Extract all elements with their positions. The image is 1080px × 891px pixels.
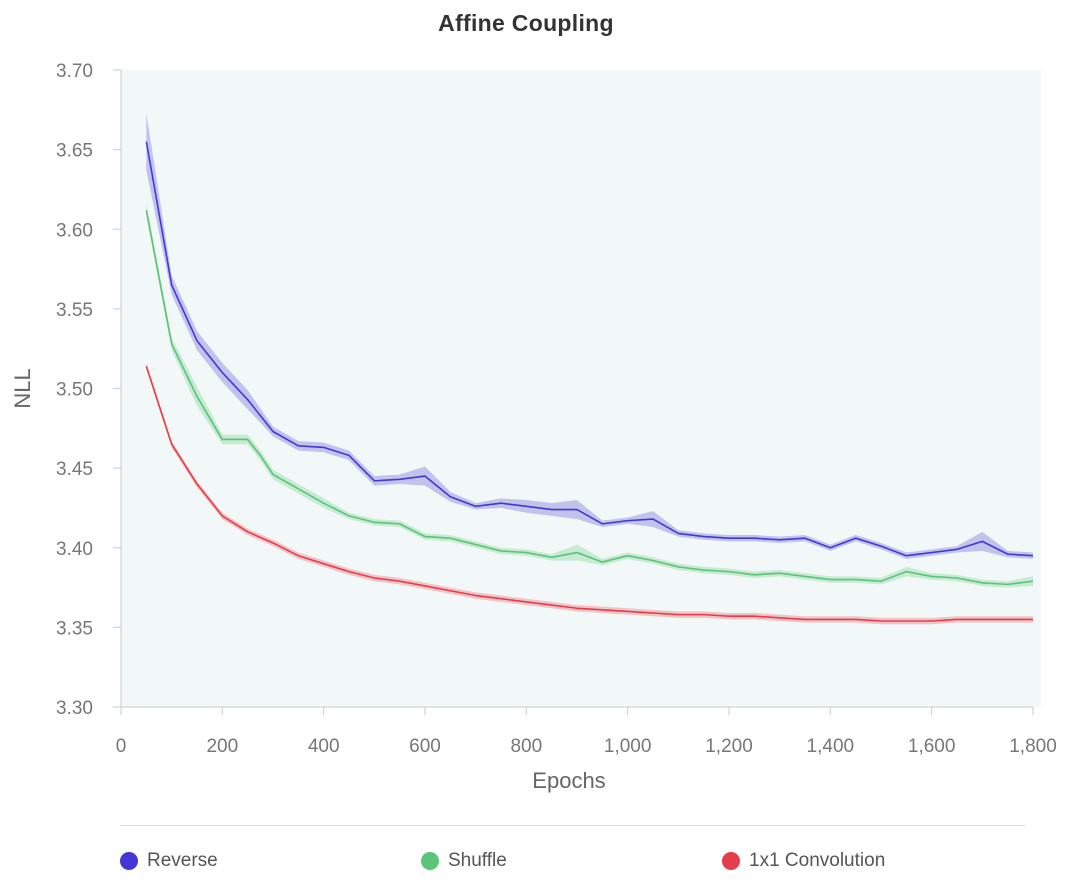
legend-marker-1x1-convolution bbox=[722, 852, 740, 870]
x-tick-label: 200 bbox=[206, 736, 238, 757]
legend: Reverse Shuffle 1x1 Convolution bbox=[0, 850, 1080, 880]
y-tick-label: 3.40 bbox=[56, 539, 93, 560]
x-axis-ticks: 0 200 400 600 800 1,000 1,200 1,400 1,600 1,800 bbox=[116, 707, 1057, 757]
chart-title: Affine Coupling bbox=[438, 10, 614, 36]
x-tick-label: 1,400 bbox=[807, 736, 855, 757]
legend-label-shuffle: Shuffle bbox=[448, 850, 507, 871]
x-tick-label: 0 bbox=[116, 736, 127, 757]
y-axis-label: NLL bbox=[10, 368, 35, 408]
y-tick-label: 3.50 bbox=[56, 380, 93, 401]
y-tick-label: 3.55 bbox=[56, 300, 93, 321]
y-tick-label: 3.30 bbox=[56, 698, 93, 719]
x-tick-label: 1,800 bbox=[1009, 736, 1057, 757]
line-reverse bbox=[145, 141, 1034, 557]
x-tick-label: 600 bbox=[409, 736, 441, 757]
legend-item-shuffle[interactable]: Shuffle bbox=[421, 850, 507, 872]
x-tick-label: 1,200 bbox=[705, 736, 753, 757]
x-axis-label: Epochs bbox=[532, 768, 605, 793]
legend-item-1x1-convolution[interactable]: 1x1 Convolution bbox=[722, 850, 885, 872]
legend-item-reverse[interactable]: Reverse bbox=[120, 850, 218, 872]
y-tick-label: 3.70 bbox=[56, 61, 93, 82]
x-tick-label: 800 bbox=[510, 736, 542, 757]
x-tick-label: 1,000 bbox=[604, 736, 652, 757]
line-1x1-convolution bbox=[145, 365, 1033, 622]
x-tick-label: 400 bbox=[308, 736, 340, 757]
legend-marker-shuffle bbox=[421, 852, 439, 870]
y-tick-label: 3.45 bbox=[56, 459, 93, 480]
line-shuffle bbox=[145, 209, 1034, 586]
plot-area bbox=[121, 70, 1041, 707]
y-tick-label: 3.35 bbox=[56, 618, 93, 639]
y-tick-label: 3.65 bbox=[56, 141, 93, 162]
legend-marker-reverse bbox=[120, 852, 138, 870]
legend-label-reverse: Reverse bbox=[147, 850, 218, 871]
y-tick-label: 3.60 bbox=[56, 220, 93, 241]
legend-label-1x1-convolution: 1x1 Convolution bbox=[749, 850, 886, 871]
series-lines bbox=[145, 141, 1034, 622]
y-axis-ticks: 3.30 3.35 3.40 3.45 3.50 3.55 3.60 3.65 3.70 bbox=[56, 61, 121, 719]
legend-divider bbox=[120, 825, 1025, 826]
x-tick-label: 1,600 bbox=[908, 736, 956, 757]
